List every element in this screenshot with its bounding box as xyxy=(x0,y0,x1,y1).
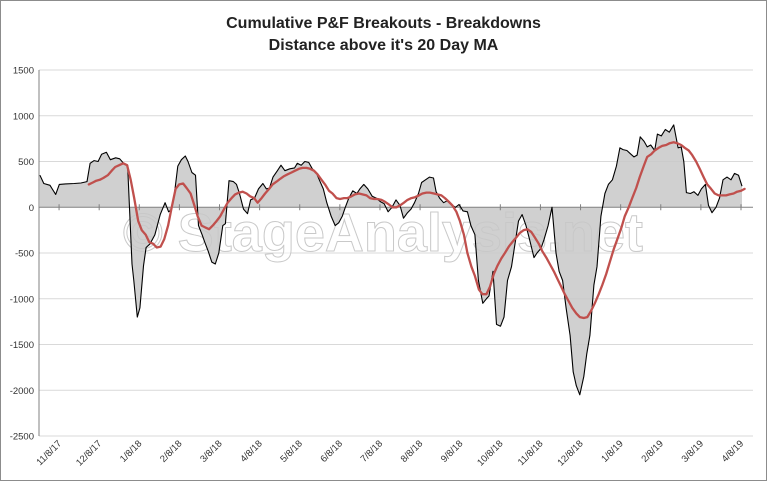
chart-title-block: Cumulative P&F Breakouts - Breakdowns Di… xyxy=(1,13,766,57)
x-tick-label: 3/8/19 xyxy=(680,438,706,464)
y-tick-labels: 1500 1000 500 0 -500 -1000 -1500 -2000 -2500 xyxy=(10,66,34,443)
x-tick-label: 1/8/19 xyxy=(599,438,625,464)
x-tick-label: 2/8/18 xyxy=(158,438,184,464)
y-tick-label: 1500 xyxy=(13,66,34,77)
x-tick-label: 1/8/18 xyxy=(118,438,144,464)
ma-line xyxy=(87,141,746,320)
x-tick-label: 9/8/18 xyxy=(439,438,465,464)
x-tick-label: 10/8/18 xyxy=(475,438,505,468)
y-tick-label: -500 xyxy=(15,249,34,260)
x-tick-labels: 11/8/17 12/8/17 1/8/18 2/8/18 3/8/18 4/8/18 5/… xyxy=(34,438,746,468)
y-tick-label: -1500 xyxy=(10,340,34,351)
y-tick-label: 1000 xyxy=(13,111,34,122)
x-tick-label: 3/8/18 xyxy=(198,438,224,464)
y-tick-label: -2000 xyxy=(10,386,34,397)
y-tick-label: 0 xyxy=(29,203,34,214)
x-tick-label: 6/8/18 xyxy=(319,438,345,464)
y-tick-label: -2500 xyxy=(10,432,34,443)
y-tick-label: 500 xyxy=(18,157,34,168)
x-tick-label: 7/8/18 xyxy=(359,438,385,464)
x-tick-label: 8/8/18 xyxy=(399,438,425,464)
chart-subtitle: Distance above it's 20 Day MA xyxy=(268,37,499,54)
x-tick-label: 12/8/18 xyxy=(555,438,585,468)
x-tick-label: 4/8/19 xyxy=(720,438,746,464)
series-area xyxy=(39,124,742,395)
y-tick-label: -1000 xyxy=(10,294,34,305)
x-tick-label: 4/8/18 xyxy=(238,438,264,464)
x-tick-label: 12/8/17 xyxy=(74,438,104,468)
series-lines xyxy=(39,124,746,396)
chart-title: Cumulative P&F Breakouts - Breakdowns xyxy=(226,15,541,32)
x-tick-label: 11/8/17 xyxy=(34,438,64,468)
x-tick-label: 2/8/19 xyxy=(639,438,665,464)
x-tick-label: 11/8/18 xyxy=(516,438,546,468)
x-tick-label: 5/8/18 xyxy=(278,438,304,464)
area-fill-layer xyxy=(39,124,742,395)
